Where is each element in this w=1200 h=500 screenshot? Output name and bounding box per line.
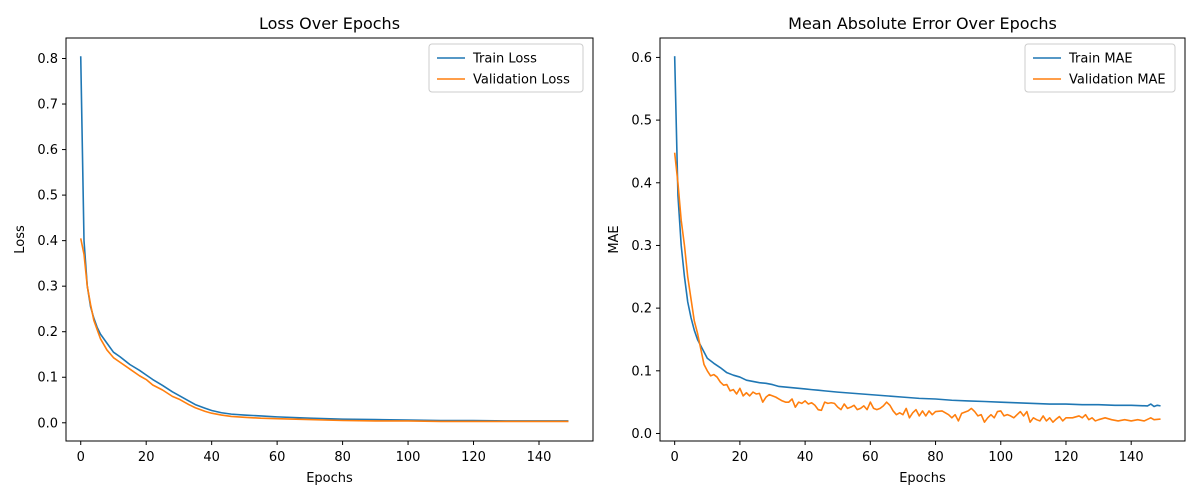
- y-tick-label: 0.2: [631, 302, 652, 317]
- legend-label: Validation Loss: [473, 73, 570, 88]
- x-tick-label: 0: [671, 450, 679, 465]
- x-tick-label: 60: [862, 450, 879, 465]
- y-tick-label: 0.2: [37, 325, 58, 340]
- series-lines: [79, 56, 569, 423]
- legend-label: Train MAE: [1068, 52, 1133, 67]
- legend-label: Validation MAE: [1069, 73, 1166, 88]
- x-tick-label: 140: [1119, 450, 1144, 465]
- x-tick-label: 80: [927, 450, 944, 465]
- x-axis-label: Epochs: [306, 471, 353, 486]
- y-tick-label: 0.4: [37, 234, 58, 249]
- y-tick-label: 0.6: [37, 143, 58, 158]
- plot-frame: [659, 37, 1186, 442]
- y-axis-label: Loss: [13, 225, 28, 254]
- series-lines: [673, 56, 1161, 424]
- y-tick-label: 0.1: [37, 371, 58, 386]
- x-tick-label: 20: [732, 450, 749, 465]
- chart-title: Loss Over Epochs: [259, 14, 400, 33]
- y-tick-label: 0.5: [631, 114, 652, 129]
- x-tick-label: 140: [527, 450, 552, 465]
- y-tick-label: 0.1: [631, 364, 652, 379]
- series-line: [673, 152, 1161, 424]
- legend-box: [428, 43, 584, 93]
- y-tick-label: 0.4: [631, 176, 652, 191]
- x-tick-label: 40: [797, 450, 814, 465]
- y-tick-label: 0.5: [37, 189, 58, 204]
- series-line: [79, 56, 569, 422]
- y-tick-label: 0.6: [631, 51, 652, 66]
- x-tick-label: 0: [77, 450, 85, 465]
- x-tick-label: 80: [334, 450, 351, 465]
- y-tick-label: 0.3: [631, 239, 652, 254]
- x-tick-label: 120: [1054, 450, 1079, 465]
- axis-ticks: 0 20 40 60 80 100 120 140 0.0 0.1 0.2 0.3 0.4 0.5 0.6 0…: [37, 52, 551, 465]
- y-tick-label: 0.7: [37, 98, 58, 113]
- y-tick-label: 0.0: [631, 427, 652, 442]
- y-axis-label: MAE: [607, 225, 622, 253]
- loss-chart: Loss Over Epochs Epochs Loss 0 20 40 60 80 10…: [13, 14, 594, 486]
- x-tick-label: 100: [988, 450, 1013, 465]
- x-axis-label: Epochs: [899, 471, 946, 486]
- mae-chart: Mean Absolute Error Over Epochs Epochs M…: [607, 14, 1186, 486]
- y-tick-label: 0.0: [37, 416, 58, 431]
- x-tick-label: 40: [203, 450, 220, 465]
- y-tick-label: 0.3: [37, 280, 58, 295]
- series-line: [79, 238, 569, 423]
- chart-title: Mean Absolute Error Over Epochs: [788, 14, 1057, 33]
- x-tick-label: 60: [269, 450, 286, 465]
- legend: Train Loss Validation Loss: [428, 43, 584, 93]
- x-tick-label: 120: [461, 450, 486, 465]
- x-tick-label: 20: [138, 450, 155, 465]
- legend-box: [1024, 43, 1176, 93]
- plot-frame: [65, 37, 594, 442]
- axis-ticks: 0 20 40 60 80 100 120 140 0.0 0.1 0.2 0.3 0.4 0.5 0.6: [631, 51, 1143, 465]
- series-line: [673, 56, 1161, 408]
- y-tick-label: 0.8: [37, 52, 58, 67]
- x-tick-label: 100: [396, 450, 421, 465]
- legend-label: Train Loss: [472, 52, 537, 67]
- legend: Train MAE Validation MAE: [1024, 43, 1176, 93]
